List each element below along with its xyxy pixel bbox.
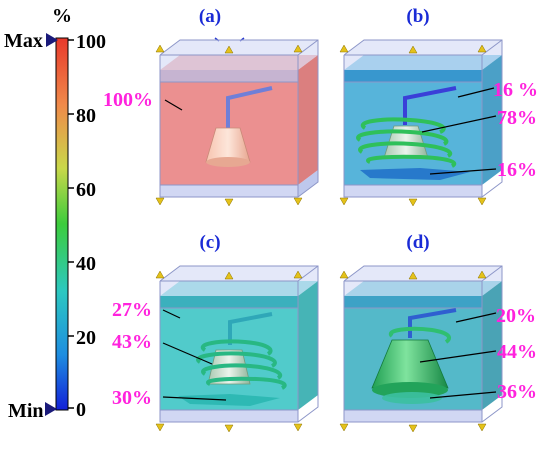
panel-c-label-3: 30% — [112, 387, 152, 409]
panel-c-coil — [196, 339, 287, 390]
panel-b-title: (b) — [406, 6, 429, 27]
panel-a-label-1: 100% — [103, 89, 153, 111]
colorbar: % 100 80 60 40 20 0 Max Min — [4, 5, 106, 422]
colorbar-min-label: Min — [8, 400, 44, 422]
colorbar-tick-20: 20 — [76, 327, 96, 349]
max-pointer-icon — [46, 33, 58, 47]
panel-b-label-1: 16 % — [493, 79, 538, 101]
panel-b-label-3: 16% — [497, 159, 537, 181]
min-pointer-icon — [45, 402, 57, 416]
panel-c-title: (c) — [199, 232, 220, 253]
panel-c: (c) 27% 43% 30% — [112, 232, 319, 433]
panel-d: (d) 20% 44% 36% — [339, 232, 537, 433]
colorbar-max-label: Max — [4, 30, 43, 52]
colorbar-gradient — [55, 37, 69, 411]
panel-a-title: (a) — [199, 6, 221, 27]
panel-b-coil — [356, 117, 457, 168]
panel-b-label-2: 78% — [497, 107, 537, 129]
panel-d-label-2: 44% — [497, 341, 537, 363]
panel-d-label-3: 36% — [497, 381, 537, 403]
panel-a: (a) 100% — [103, 6, 319, 207]
colorbar-tick-40: 40 — [76, 253, 96, 275]
colorbar-tick-marks — [68, 39, 74, 409]
panel-b: (b) 16 % 78% 16% — [339, 6, 538, 207]
panel-c-label-1: 27% — [112, 299, 152, 321]
colorbar-tick-60: 60 — [76, 179, 96, 201]
panel-d-label-1: 20% — [496, 305, 536, 327]
colorbar-tick-80: 80 — [76, 105, 96, 127]
colorbar-tick-0: 0 — [76, 399, 86, 421]
panel-d-cone — [371, 339, 449, 389]
panel-d-title: (d) — [406, 232, 429, 253]
colorbar-unit: % — [52, 5, 72, 27]
colorbar-tick-100: 100 — [76, 31, 106, 53]
panel-c-label-2: 43% — [112, 331, 152, 353]
